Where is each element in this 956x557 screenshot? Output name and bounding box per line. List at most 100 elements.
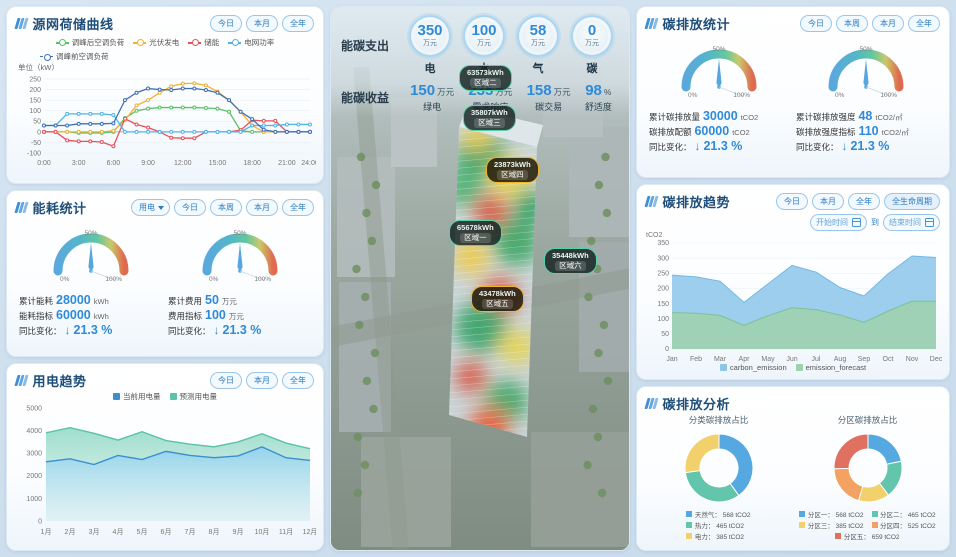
btn-week[interactable]: 本周 (836, 15, 868, 32)
legend-item[interactable]: 分区二： 465 tCO2 (871, 509, 936, 519)
energy-type-select[interactable]: 用电 (131, 199, 170, 216)
zone-tooltip[interactable]: 23873kWh 区域四 (486, 157, 539, 183)
btn-today[interactable]: 今日 (174, 199, 206, 216)
zone-energy-value: 23873kWh (494, 160, 531, 169)
left-column: 源网荷储曲线 今日 本月 全年 调峰后空调负荷 光伏发电 储能 电网功率 调峰前… (6, 6, 324, 551)
svg-text:0%: 0% (209, 276, 219, 283)
legend-item[interactable]: 分区三： 385 tCO2 (799, 520, 864, 530)
time-range-buttons: 今日 本月 全年 (210, 372, 314, 389)
legend-label: 分区四： 525 tCO2 (880, 523, 936, 530)
income-label: 能碳收益 (341, 91, 390, 105)
ring-gauge: 350 万元 (409, 15, 451, 57)
start-date-input[interactable]: 开始时间 (810, 214, 867, 231)
btn-month[interactable]: 本月 (246, 199, 278, 216)
chart-source-grid-curve: -100 -50 0 50 100 150 200 250 0:00 3:00 6:00 9:00 12… (27, 76, 316, 167)
legend-item[interactable]: 热力： 465 tCO2 (686, 520, 744, 530)
legend-swatch (686, 522, 693, 528)
svg-text:350: 350 (657, 240, 669, 247)
zone-tooltip[interactable]: 35807kWh 区域三 (463, 105, 516, 131)
legend-item[interactable]: 当前用电量 (113, 391, 161, 402)
chevron-down-icon (158, 205, 164, 210)
legend-item[interactable]: 分区五： 659 tCO2 (835, 531, 900, 541)
btn-today[interactable]: 今日 (210, 372, 242, 389)
page-title: 碳排放统计 (662, 17, 731, 32)
svg-text:150: 150 (657, 301, 669, 308)
legend-item[interactable]: 储能 (188, 37, 219, 48)
legend-item[interactable]: 调峰前空调负荷 (40, 51, 109, 62)
end-date-input[interactable]: 结束时间 (883, 214, 940, 231)
panel-carbon-statistics: 碳排放统计 今日 本周 本月 全年 50% 0% 100% 累计碳排放量 30000 t… (636, 6, 950, 178)
btn-month[interactable]: 本月 (246, 372, 278, 389)
kpi-electricity[interactable]: 350 万元 电 (409, 15, 451, 76)
page-title: 源网荷储曲线 (32, 17, 114, 32)
gauge-arc: 50% 0% 100% (202, 230, 277, 283)
legend-item[interactable]: 电网功率 (228, 37, 274, 48)
zone-tooltip[interactable]: 43478kWh 区域五 (471, 286, 524, 312)
btn-year[interactable]: 全年 (848, 193, 880, 210)
legend-item[interactable]: 分区四： 525 tCO2 (871, 520, 936, 530)
legend-item[interactable]: emission_forecast (795, 363, 866, 372)
legend-item[interactable]: 光伏发电 (133, 37, 179, 48)
gauge-energy-consumption: 50% 0% 100% 累计能耗 28000 kWh 能耗指标 60000 kWh 同比变化… (19, 219, 162, 338)
page-title: 用电趋势 (32, 374, 87, 389)
kpi-carbon[interactable]: 0 万元 碳 (571, 15, 613, 76)
legend-label: 分区五： 659 tCO2 (843, 534, 900, 541)
svg-text:-50: -50 (31, 140, 41, 147)
zone-tooltip[interactable]: 63573kWh 区域二 (459, 65, 512, 91)
svg-text:6:00: 6:00 (107, 160, 121, 167)
svg-text:24:00: 24:00 (301, 160, 316, 167)
btn-week[interactable]: 本周 (210, 199, 242, 216)
btn-today[interactable]: 今日 (776, 193, 808, 210)
legend-label: 电力： 385 tCO2 (694, 534, 745, 541)
kpi-green-power[interactable]: 150 万元 绿电 (410, 82, 455, 112)
btn-today[interactable]: 今日 (800, 15, 832, 32)
ring-gauge: 0 万元 (571, 15, 613, 57)
expense-label: 能碳支出 (341, 39, 390, 53)
svg-text:Apr: Apr (739, 356, 751, 363)
y-axis-unit-label: tCO2 (646, 232, 663, 239)
stat-row: 费用指标 100 万元 (167, 308, 244, 322)
btn-month[interactable]: 本月 (872, 15, 904, 32)
svg-text:50%: 50% (860, 46, 873, 53)
panel-power-trend: 用电趋势 今日 本月 全年 当前用电量 预测用电量 0 1000 2000 3000 4… (6, 363, 324, 551)
svg-text:Dec: Dec (930, 356, 942, 363)
btn-month[interactable]: 本月 (246, 15, 278, 32)
legend-item[interactable]: 电力： 385 tCO2 (686, 531, 744, 541)
stat-row: 累计碳排放强度 48 tCO2/㎡ (795, 109, 903, 123)
legend-item[interactable]: 天然气： 568 tCO2 (686, 509, 751, 519)
svg-text:0: 0 (665, 346, 669, 353)
gauge-arc: 50% 0% 100% (681, 46, 757, 99)
legend-item[interactable]: 预测用电量 (169, 391, 217, 402)
svg-text:0:00: 0:00 (37, 160, 51, 167)
panel-accent-bars-icon (644, 18, 659, 29)
gauge-stats: 累计费用 50 万元 费用指标 100 万元 同比变化： ↓ 21.3 % (168, 293, 311, 338)
btn-today[interactable]: 今日 (210, 15, 242, 32)
svg-text:3000: 3000 (26, 451, 42, 458)
stat-row: 累计能耗 28000 kWh (18, 293, 109, 307)
panel-energy-statistics: 能耗统计 用电 今日 本周 本月 全年 50% 0% 100% 累计能耗 28000 k… (6, 190, 324, 357)
kpi-carbon-trading[interactable]: 158 万元 碳交易 (526, 82, 571, 112)
btn-year[interactable]: 全年 (908, 15, 940, 32)
zone-tooltip[interactable]: 35448kWh 区域六 (544, 248, 597, 274)
panel-header: 能耗统计 用电 今日 本周 本月 全年 (14, 198, 314, 217)
kpi-comfort[interactable]: 98% 舒适度 (584, 82, 612, 112)
svg-text:2月: 2月 (65, 528, 76, 536)
legend-item[interactable]: 分区一： 568 tCO2 (799, 509, 864, 519)
btn-month[interactable]: 本月 (812, 193, 844, 210)
legend-item[interactable]: 调峰后空调负荷 (55, 37, 124, 48)
btn-year[interactable]: 全年 (282, 199, 314, 216)
btn-year[interactable]: 全年 (282, 372, 314, 389)
svg-text:Nov: Nov (906, 356, 919, 363)
kpi-gas[interactable]: 58 万元 气 (517, 15, 559, 76)
btn-year[interactable]: 全年 (282, 15, 314, 32)
legend-swatch (686, 511, 693, 517)
legend-item[interactable]: carbon_emission (719, 363, 787, 372)
zone-energy-value: 65678kWh (457, 223, 494, 232)
btn-lifecycle[interactable]: 全生命周期 (884, 193, 940, 210)
donut-legend: 天然气： 568 tCO2 热力： 465 tCO2 电力： 385 tCO2 (686, 509, 751, 541)
legend-swatch (799, 511, 806, 517)
zone-tooltip[interactable]: 65678kWh 区域一 (449, 220, 502, 246)
svg-text:100%: 100% (105, 276, 122, 283)
